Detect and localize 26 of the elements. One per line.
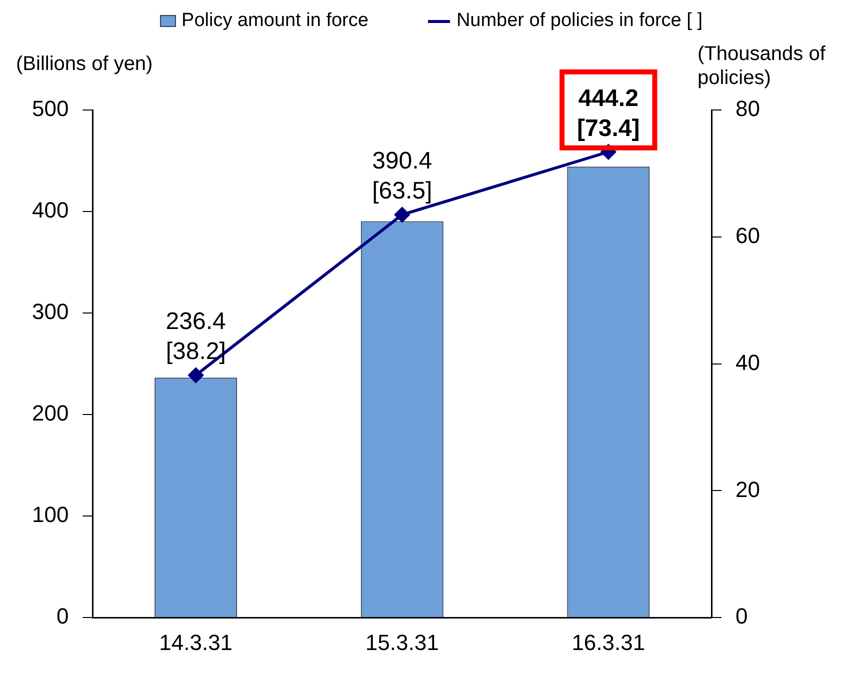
data-label: [73.4] [577,114,640,142]
y-tick-label: 100 [32,502,69,528]
data-label: 444.2 [578,84,638,112]
y-tick-label: 500 [32,96,69,122]
data-label: [38.2] [166,338,226,366]
y2-tick-label: 20 [736,476,760,502]
legend-label: Policy amount in force [182,10,368,32]
point [188,368,204,383]
x-tick-label: 16.3.31 [572,630,646,655]
y-tick-label: 400 [32,198,69,223]
y2-tick-label: 80 [736,96,760,122]
y2-tick-label: 60 [736,222,760,248]
x-tick-label: 14.3.31 [159,630,233,655]
y-axis-title: (Billions of yen) [16,53,153,75]
legend-label: Number of policies in force [ ] [456,10,702,32]
data-label: 236.4 [166,308,226,336]
data-label: 390.4 [372,148,432,175]
x-tick-label: 15.3.31 [365,630,439,655]
y-tick-label: 0 [56,604,69,629]
y-tick-label: 300 [32,299,69,324]
y2-axis-title: (Thousands of policies) [698,43,826,89]
point [394,207,410,222]
y-tick-label: 200 [32,400,69,426]
data-label: [63.5] [372,178,432,205]
y2-tick-label: 40 [736,350,760,375]
y2-tick-label: 0 [736,604,748,629]
